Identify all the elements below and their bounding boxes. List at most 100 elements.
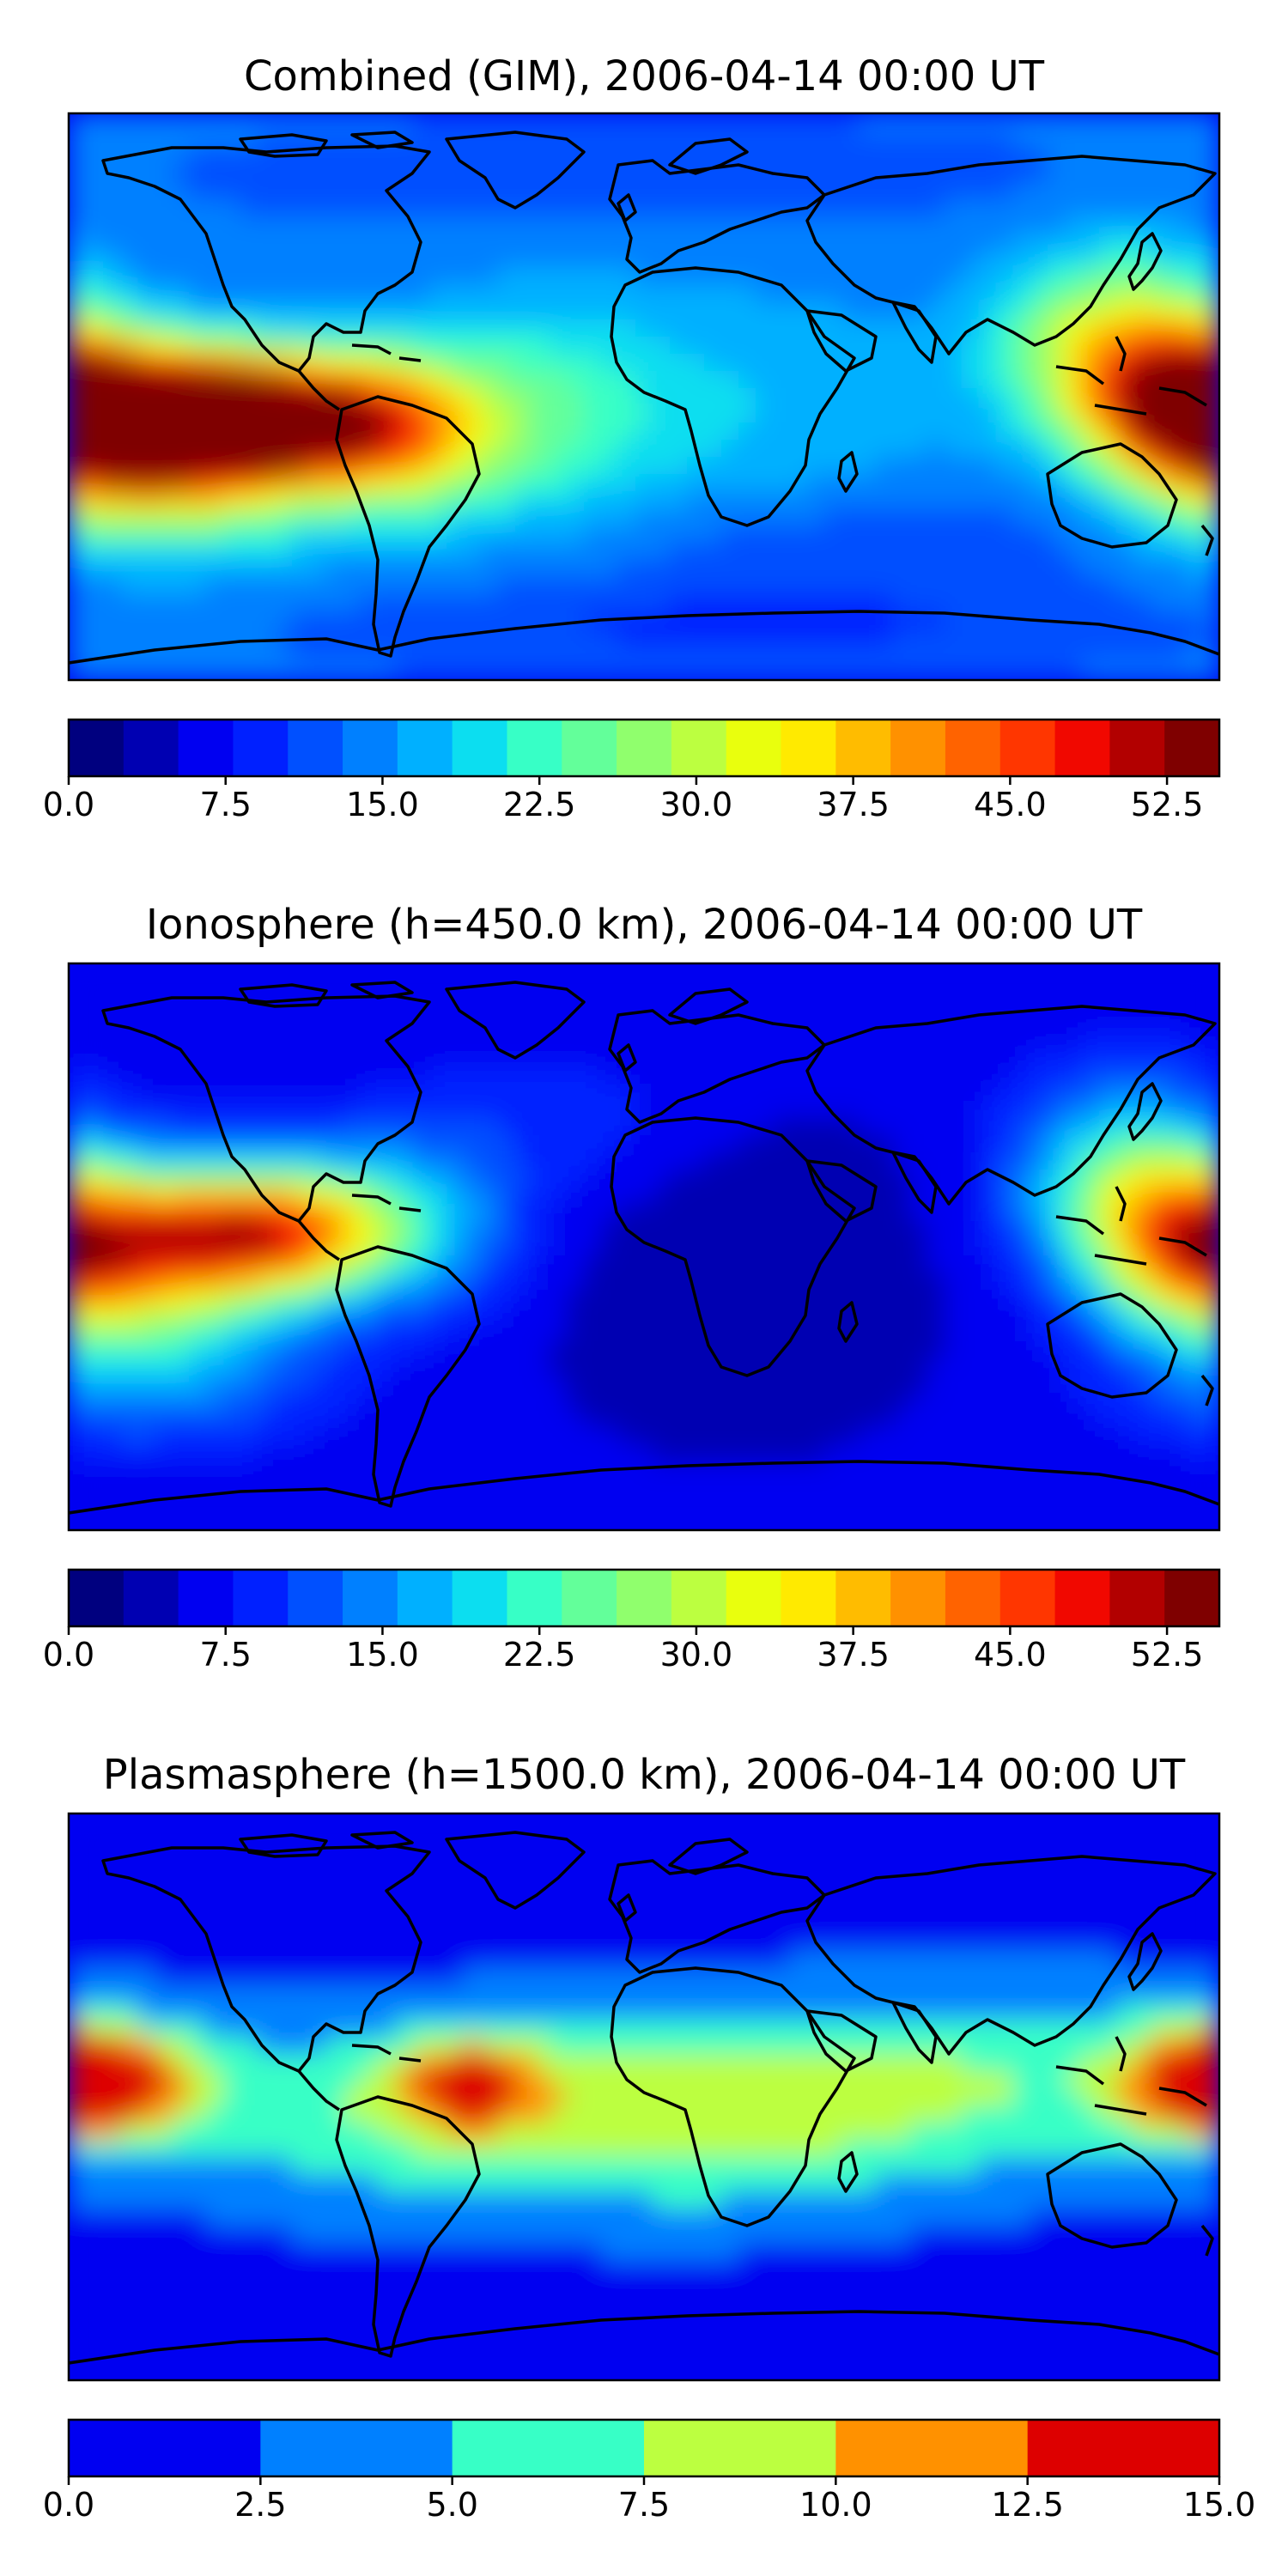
- heatmap-cell: [1133, 1238, 1151, 1256]
- heatmap-cell: [258, 543, 276, 561]
- heatmap-cell: [532, 1848, 550, 1866]
- heatmap-cell: [498, 1848, 516, 1866]
- heatmap-cell: [790, 1882, 808, 1900]
- heatmap-cell: [1013, 526, 1031, 544]
- heatmap-cell: [120, 199, 138, 217]
- heatmap-cell: [876, 131, 894, 149]
- heatmap-cell: [464, 354, 482, 372]
- heatmap-cell: [86, 422, 104, 440]
- heatmap-cell: [807, 474, 825, 492]
- heatmap-cell: [103, 1135, 121, 1153]
- heatmap-cell: [910, 543, 928, 561]
- heatmap-cell: [1082, 508, 1100, 526]
- heatmap-cell: [927, 560, 945, 578]
- heatmap-cell: [635, 1427, 653, 1445]
- heatmap-cell: [155, 148, 173, 166]
- heatmap-cell: [550, 998, 568, 1016]
- heatmap-cell: [1116, 1084, 1134, 1102]
- heatmap-cell: [1185, 1831, 1203, 1849]
- heatmap-cell: [412, 1032, 430, 1050]
- heatmap-cell: [1168, 251, 1186, 269]
- heatmap-cell: [927, 629, 945, 647]
- heatmap-cell: [155, 1101, 173, 1119]
- heatmap-cell: [1048, 251, 1066, 269]
- heatmap-cell: [756, 1032, 774, 1050]
- heatmap-cell: [893, 1358, 911, 1376]
- heatmap-cell: [927, 1307, 945, 1325]
- heatmap-cell: [910, 1290, 928, 1308]
- heatmap-cell: [69, 1324, 87, 1342]
- heatmap-cell: [601, 543, 619, 561]
- heatmap-cell: [584, 1170, 602, 1188]
- heatmap-cell: [653, 440, 671, 458]
- heatmap-cell: [721, 526, 739, 544]
- heatmap-cell: [876, 1341, 894, 1359]
- heatmap-cell: [876, 1255, 894, 1273]
- heatmap-cell: [326, 1496, 344, 1514]
- heatmap-cell: [532, 560, 550, 578]
- heatmap-cell: [584, 371, 602, 389]
- heatmap-cell: [532, 1101, 550, 1119]
- heatmap-cell: [240, 1427, 258, 1445]
- heatmap-cell: [1116, 1882, 1134, 1900]
- heatmap-cell: [258, 388, 276, 406]
- heatmap-cell: [189, 1238, 207, 1256]
- heatmap-cell: [962, 998, 980, 1016]
- heatmap-cell: [240, 1410, 258, 1428]
- heatmap-cell: [567, 371, 585, 389]
- heatmap-cell: [859, 1238, 877, 1256]
- heatmap-cell: [1202, 1324, 1219, 1342]
- heatmap-cell: [1116, 1496, 1134, 1514]
- heatmap-cell: [635, 1290, 653, 1308]
- heatmap-cell: [172, 594, 190, 612]
- heatmap-cell: [824, 302, 842, 320]
- heatmap-cell: [343, 1221, 361, 1239]
- heatmap-cell: [172, 611, 190, 629]
- heatmap-cell: [738, 1049, 756, 1067]
- heatmap-cell: [876, 1496, 894, 1514]
- heatmap-cell: [567, 1015, 585, 1033]
- heatmap-cell: [206, 1187, 224, 1205]
- colorbar-tick-label: 37.5: [817, 1636, 890, 1674]
- heatmap-cell: [412, 1049, 430, 1067]
- heatmap-cell: [721, 457, 739, 475]
- heatmap-cell: [979, 543, 997, 561]
- colorbar-tick-label: 0.0: [43, 786, 94, 823]
- heatmap-cell: [481, 1152, 499, 1170]
- heatmap-cell: [1065, 611, 1083, 629]
- heatmap-cell: [1082, 1410, 1100, 1428]
- heatmap-cell: [240, 440, 258, 458]
- heatmap-cell: [962, 131, 980, 149]
- heatmap-cell: [567, 268, 585, 286]
- heatmap-cell: [927, 1427, 945, 1445]
- heatmap-cell: [704, 560, 722, 578]
- heatmap-cell: [927, 457, 945, 475]
- heatmap-cell: [1151, 663, 1169, 680]
- heatmap-cell: [876, 268, 894, 286]
- heatmap-cell: [137, 577, 155, 595]
- heatmap-cell: [670, 1273, 688, 1291]
- heatmap-cell: [670, 216, 688, 234]
- heatmap-cell: [498, 388, 516, 406]
- heatmap-cell: [395, 474, 413, 492]
- heatmap-cell: [859, 1427, 877, 1445]
- heatmap-cell: [687, 1848, 705, 1866]
- heatmap-cell: [189, 1135, 207, 1153]
- heatmap-cell: [567, 1273, 585, 1291]
- heatmap-cell: [756, 1049, 774, 1067]
- heatmap-cell: [1151, 560, 1169, 578]
- heatmap-cell: [721, 1273, 739, 1291]
- colorbar-segment: [671, 1570, 727, 1626]
- heatmap-cell: [447, 1479, 465, 1497]
- heatmap-cell: [429, 388, 447, 406]
- heatmap-cell: [773, 388, 791, 406]
- heatmap-cell: [120, 1221, 138, 1239]
- heatmap-cell: [447, 1341, 465, 1359]
- heatmap-cell: [412, 1152, 430, 1170]
- heatmap-cell: [1168, 1376, 1186, 1394]
- heatmap-cell: [1202, 440, 1219, 458]
- heatmap-cell: [120, 234, 138, 252]
- heatmap-cell: [1202, 963, 1219, 981]
- heatmap-cell: [584, 629, 602, 647]
